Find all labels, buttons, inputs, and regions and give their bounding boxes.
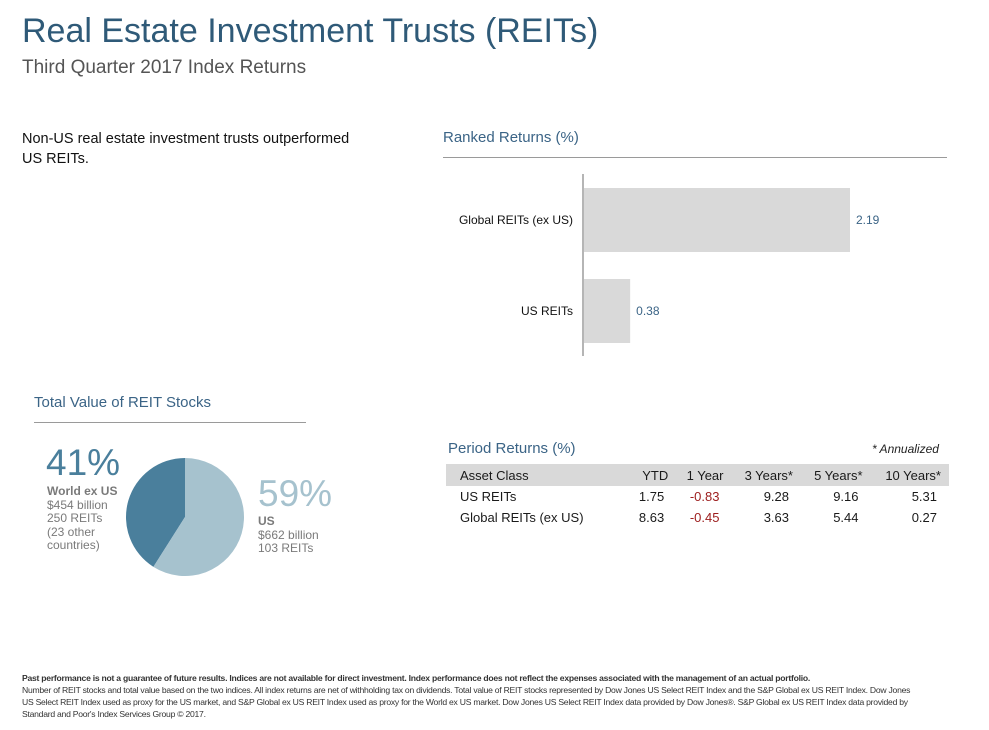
page-title: Real Estate Investment Trusts (REITs)	[22, 12, 599, 50]
table-header-row: Asset Class YTD 1 Year 3 Years* 5 Years*…	[446, 464, 949, 486]
pie-slice-0	[126, 458, 185, 567]
us-value: $662 billion	[258, 527, 319, 542]
col-10-years: 10 Years*	[885, 467, 941, 483]
annualized-note: * Annualized	[872, 442, 939, 456]
disclaimer-footer: Past performance is not a guarantee of f…	[22, 672, 912, 720]
period-returns-table: Asset Class YTD 1 Year 3 Years* 5 Years*…	[446, 464, 949, 528]
us-name: US	[258, 514, 275, 528]
cell-3-years: 3.63	[763, 510, 789, 525]
cell-asset: US REITs	[460, 489, 517, 504]
category-label: US REITs	[521, 304, 573, 318]
bar-0	[584, 188, 850, 252]
ranked-returns-title: Ranked Returns (%)	[443, 129, 579, 146]
pie-slice-1	[153, 458, 245, 576]
cell-1-year: -0.45	[689, 510, 720, 525]
cell-10-years: 5.31	[911, 489, 937, 504]
disclaimer-line-2: Number of REIT stocks and total value ba…	[22, 685, 911, 719]
cell-10-years: 0.27	[911, 510, 937, 525]
bar-1	[584, 279, 631, 343]
world-count: 250 REITs	[47, 511, 103, 525]
us-pct: 59%	[258, 473, 333, 514]
col-asset-class: Asset Class	[460, 467, 529, 483]
data-label: 2.19	[856, 213, 880, 227]
table-row: Global REITs (ex US) 8.63 -0.45 3.63 5.4…	[446, 507, 949, 528]
us-count: 103 REITs	[258, 541, 314, 555]
world-note: (23 other countries)	[47, 524, 100, 552]
period-returns-title: Period Returns (%)	[448, 440, 576, 457]
col-1-year: 1 Year	[686, 467, 724, 483]
cell-1-year: -0.83	[689, 489, 720, 504]
category-label: Global REITs (ex US)	[459, 213, 573, 227]
world-name: World ex US	[47, 484, 118, 498]
world-legend: World ex US $454 billion 250 REITs (23 o…	[47, 484, 125, 553]
world-pct: 41%	[46, 442, 121, 483]
col-3-years: 3 Years*	[744, 467, 793, 483]
cell-asset: Global REITs (ex US)	[460, 510, 584, 525]
table-row: US REITs 1.75 -0.83 9.28 9.16 5.31	[446, 486, 949, 507]
col-5-years: 5 Years*	[814, 467, 863, 483]
cell-3-years: 9.28	[763, 489, 789, 504]
cell-ytd: 1.75	[638, 489, 665, 504]
cell-5-years: 5.44	[833, 510, 859, 525]
disclaimer-line-1: Past performance is not a guarantee of f…	[22, 673, 811, 683]
world-value: $454 billion	[47, 497, 108, 512]
total-value-title: Total Value of REIT Stocks	[34, 394, 212, 411]
reit-value-pie	[126, 458, 245, 576]
us-legend: US $662 billion 103 REITs	[258, 514, 348, 556]
col-ytd: YTD	[642, 467, 669, 483]
ranked-returns-chart: Global REITs (ex US) 2.19 US REITs 0.38	[459, 174, 880, 356]
page-subtitle: Third Quarter 2017 Index Returns	[22, 57, 307, 78]
ranked-returns-rule	[443, 157, 947, 158]
total-value-rule	[34, 422, 306, 423]
cell-ytd: 8.63	[638, 510, 665, 525]
data-label: 0.38	[636, 304, 660, 318]
intro-text: Non-US real estate investment trusts out…	[22, 131, 350, 167]
cell-5-years: 9.16	[833, 489, 859, 504]
